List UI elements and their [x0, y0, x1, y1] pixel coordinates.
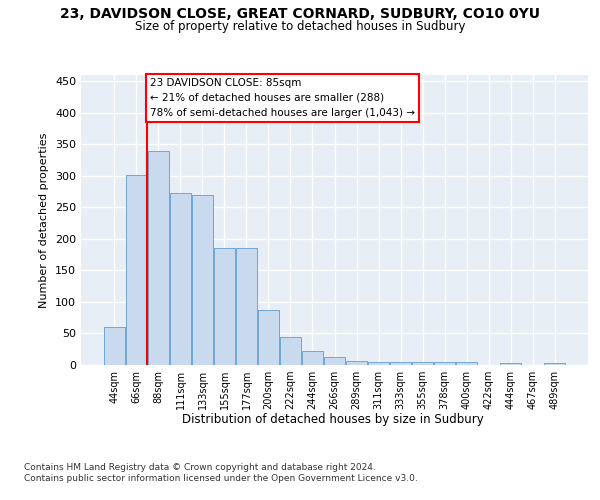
Bar [324, 358, 345, 365]
Bar [412, 362, 433, 365]
Bar [368, 362, 389, 365]
Bar [500, 363, 521, 365]
Bar [280, 336, 301, 365]
Text: 23 DAVIDSON CLOSE: 85sqm
← 21% of detached houses are smaller (288)
78% of semi-: 23 DAVIDSON CLOSE: 85sqm ← 21% of detach… [149, 78, 415, 118]
Bar [302, 351, 323, 365]
Text: Size of property relative to detached houses in Sudbury: Size of property relative to detached ho… [135, 20, 465, 33]
Y-axis label: Number of detached properties: Number of detached properties [40, 132, 49, 308]
Bar [434, 362, 455, 365]
Text: Contains public sector information licensed under the Open Government Licence v3: Contains public sector information licen… [24, 474, 418, 483]
Bar [170, 193, 191, 365]
Bar [346, 360, 367, 365]
Text: Contains HM Land Registry data © Crown copyright and database right 2024.: Contains HM Land Registry data © Crown c… [24, 462, 376, 471]
Text: Distribution of detached houses by size in Sudbury: Distribution of detached houses by size … [182, 412, 484, 426]
Bar [192, 195, 213, 365]
Bar [148, 150, 169, 365]
Bar [544, 363, 565, 365]
Bar [456, 362, 477, 365]
Bar [104, 327, 125, 365]
Bar [126, 174, 147, 365]
Bar [214, 248, 235, 365]
Text: 23, DAVIDSON CLOSE, GREAT CORNARD, SUDBURY, CO10 0YU: 23, DAVIDSON CLOSE, GREAT CORNARD, SUDBU… [60, 8, 540, 22]
Bar [390, 362, 411, 365]
Bar [258, 310, 279, 365]
Bar [236, 248, 257, 365]
